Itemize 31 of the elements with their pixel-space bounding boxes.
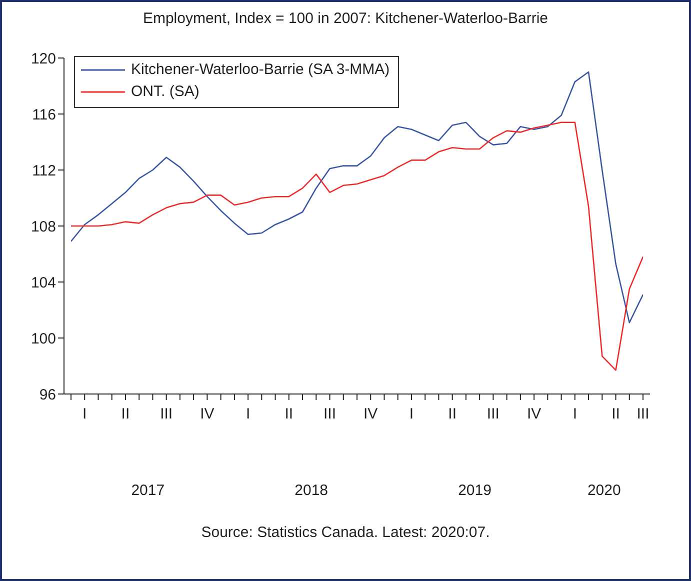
x-tick-label: III bbox=[636, 406, 650, 423]
legend-label: Kitchener-Waterloo-Barrie (SA 3-MMA) bbox=[131, 60, 390, 80]
x-tick-label: I bbox=[246, 406, 250, 423]
text: 2020 bbox=[586, 482, 622, 499]
x-tick-label: III bbox=[324, 406, 336, 423]
x-tick-label: II bbox=[448, 406, 457, 423]
y-tick-label: 112 bbox=[32, 162, 56, 180]
x-tick-label: III bbox=[160, 406, 173, 423]
y-tick-label: 96 bbox=[39, 386, 56, 404]
x-tick-label: II bbox=[612, 406, 620, 423]
x-tick-label: I bbox=[82, 406, 87, 423]
y-tick-label: 116 bbox=[32, 106, 56, 124]
text: 2019 bbox=[457, 482, 492, 499]
text: 2018 bbox=[294, 482, 330, 499]
legend-label: ONT. (SA) bbox=[131, 82, 200, 102]
x-tick-label: IV bbox=[526, 406, 542, 423]
x-tick-label: II bbox=[121, 406, 130, 423]
line-series bbox=[71, 122, 643, 371]
x-tick-label: II bbox=[284, 406, 294, 423]
source-note: Source: Statistics Canada. Latest: 2020:07. bbox=[200, 524, 491, 541]
y-tick-label: 108 bbox=[30, 218, 56, 236]
x-tick-label: I bbox=[409, 406, 414, 423]
x-tick-label: IV bbox=[364, 406, 378, 423]
x-tick-label: IV bbox=[200, 406, 214, 423]
x-tick-label: III bbox=[486, 406, 500, 423]
y-tick-label: 100 bbox=[30, 330, 56, 348]
x-tick-label: I bbox=[572, 406, 577, 423]
y-tick-label: 120 bbox=[30, 50, 56, 68]
text: 2017 bbox=[130, 482, 166, 499]
chart-title: Employment, Index = 100 in 2007: Kitchener-Waterloo-Barrie bbox=[142, 10, 550, 27]
y-tick-label: 104 bbox=[30, 274, 56, 292]
